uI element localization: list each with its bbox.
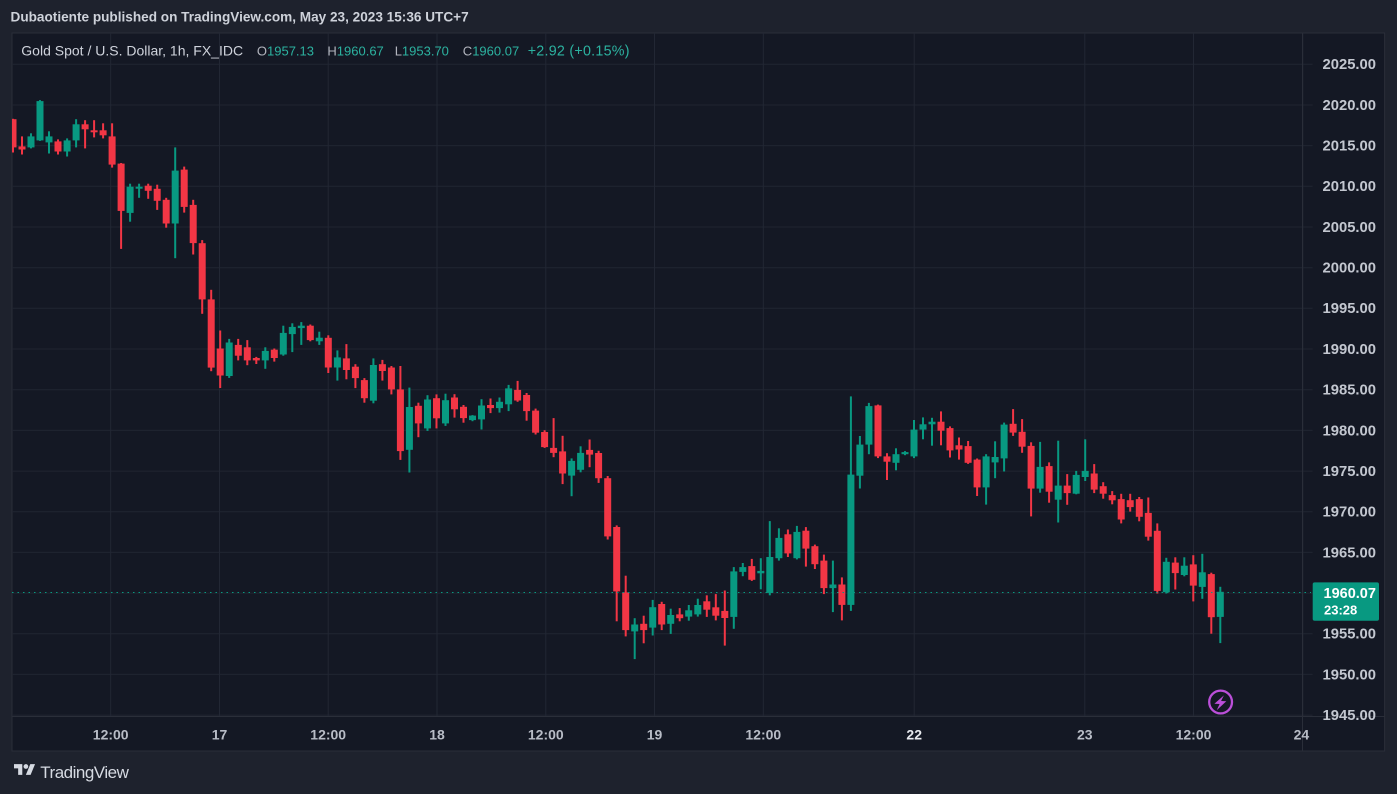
svg-text:12:00: 12:00	[745, 726, 781, 742]
svg-text:23: 23	[1077, 726, 1093, 742]
svg-text:2025.00: 2025.00	[1323, 57, 1377, 73]
svg-text:18: 18	[429, 726, 445, 742]
svg-text:1970.00: 1970.00	[1323, 505, 1377, 521]
svg-text:H1960.67: H1960.67	[327, 43, 383, 58]
svg-text:+2.92 (+0.15%): +2.92 (+0.15%)	[528, 43, 630, 59]
svg-text:Dubaotiente published on Tradi: Dubaotiente published on TradingView.com…	[11, 9, 469, 24]
svg-text:1980.00: 1980.00	[1323, 423, 1377, 439]
svg-text:1990.00: 1990.00	[1323, 342, 1377, 358]
svg-text:1985.00: 1985.00	[1323, 383, 1377, 399]
svg-text:O1957.13: O1957.13	[257, 43, 314, 58]
svg-text:12:00: 12:00	[528, 726, 564, 742]
svg-text:2020.00: 2020.00	[1323, 98, 1377, 114]
svg-text:1995.00: 1995.00	[1323, 301, 1377, 317]
svg-text:2005.00: 2005.00	[1323, 220, 1377, 236]
svg-text:1975.00: 1975.00	[1323, 464, 1377, 480]
svg-text:1960.07: 1960.07	[1324, 586, 1376, 602]
svg-text:TradingView: TradingView	[40, 763, 129, 782]
svg-text:22: 22	[906, 726, 922, 742]
svg-text:2000.00: 2000.00	[1323, 261, 1377, 277]
svg-text:Gold Spot / U.S. Dollar, 1h, F: Gold Spot / U.S. Dollar, 1h, FX_IDC	[21, 42, 243, 58]
svg-text:2010.00: 2010.00	[1323, 179, 1377, 195]
svg-text:23:28: 23:28	[1324, 603, 1357, 618]
svg-text:17: 17	[212, 726, 228, 742]
svg-text:1965.00: 1965.00	[1323, 545, 1377, 561]
svg-text:1955.00: 1955.00	[1323, 627, 1377, 643]
svg-text:2015.00: 2015.00	[1323, 139, 1377, 155]
svg-text:12:00: 12:00	[310, 726, 346, 742]
svg-text:1950.00: 1950.00	[1323, 667, 1377, 683]
svg-text:12:00: 12:00	[93, 726, 129, 742]
svg-text:19: 19	[647, 726, 663, 742]
svg-text:24: 24	[1294, 726, 1310, 742]
svg-text:12:00: 12:00	[1176, 726, 1212, 742]
svg-text:C1960.07: C1960.07	[463, 43, 519, 58]
svg-text:L1953.70: L1953.70	[395, 43, 449, 58]
svg-text:1945.00: 1945.00	[1323, 708, 1377, 724]
